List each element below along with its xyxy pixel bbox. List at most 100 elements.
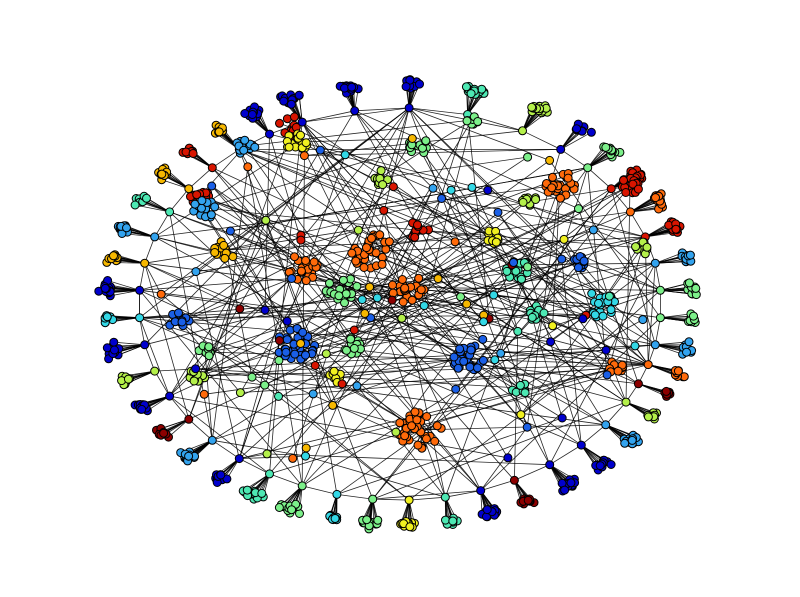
graph-node [583, 163, 593, 173]
graph-edge [351, 107, 410, 346]
graph-node [466, 89, 476, 99]
graph-node [631, 242, 641, 252]
graph-node [347, 248, 357, 258]
graph-node [207, 163, 217, 173]
graph-edge [419, 229, 584, 320]
graph-node [630, 341, 640, 351]
graph-node [573, 263, 583, 273]
graph-node [548, 321, 558, 331]
graph-edge [240, 107, 410, 393]
graph-node [219, 240, 229, 250]
graph-node [415, 79, 424, 89]
graph-edge [239, 458, 270, 475]
graph-node [328, 400, 338, 410]
graph-node [684, 278, 694, 288]
graph-node [557, 413, 567, 423]
graph-node [579, 256, 589, 266]
graph-edge [409, 496, 446, 501]
graph-node [620, 438, 630, 448]
graph-node [360, 309, 370, 318]
graph-edge [655, 344, 683, 355]
graph-node [557, 254, 567, 264]
graph-node [165, 391, 175, 401]
graph-edge [354, 107, 410, 112]
graph-node [189, 376, 199, 386]
graph-edge [160, 418, 189, 429]
graph-node [601, 420, 611, 430]
graph-edge [144, 262, 583, 320]
graph-node [556, 144, 566, 154]
graph-edge [332, 237, 493, 406]
graph-node [388, 280, 397, 290]
graph-edge [266, 453, 550, 466]
graph-edge [197, 364, 649, 377]
graph-node [578, 314, 588, 324]
graph-node [601, 142, 611, 152]
graph-edge [517, 269, 643, 320]
graph-edge [204, 207, 493, 239]
graph-node [308, 389, 318, 399]
graph-edge [139, 317, 397, 433]
graph-node [503, 453, 513, 463]
graph-node [404, 495, 414, 505]
graph-nodes [94, 75, 701, 534]
graph-node [545, 460, 555, 470]
graph-node [287, 274, 297, 283]
graph-node [413, 440, 423, 450]
graph-edge [169, 211, 370, 288]
graph-node [606, 305, 616, 315]
graph-node [301, 138, 311, 148]
graph-node [523, 262, 533, 272]
graph-node [602, 370, 612, 380]
graph-edge [514, 331, 519, 481]
graph-edge [647, 263, 656, 365]
graph-edge [247, 473, 270, 491]
graph-node [286, 99, 296, 109]
graph-node [455, 344, 465, 354]
graph-edge [126, 227, 155, 238]
graph-edge [301, 121, 482, 491]
graph-edge [408, 107, 562, 260]
graph-node [661, 386, 671, 396]
graph-node [297, 481, 307, 491]
graph-node [548, 172, 557, 182]
graph-node [416, 285, 426, 295]
graph-edge [204, 351, 213, 441]
graph-edge [305, 455, 446, 498]
graph-edge [110, 289, 140, 293]
graph-node [643, 360, 653, 370]
graph-node [502, 266, 512, 276]
graph-edge [211, 166, 249, 441]
graph-node [247, 372, 257, 382]
graph-node [372, 293, 382, 303]
graph-edge [269, 318, 403, 475]
graph-node [109, 345, 119, 355]
graph-node [453, 363, 463, 373]
graph-edge [372, 401, 627, 500]
graph-edge [225, 249, 253, 378]
graph-edge [520, 290, 661, 415]
graph-node [450, 237, 460, 247]
graph-node [329, 366, 339, 376]
graph-node [643, 412, 653, 422]
graph-edge [110, 289, 140, 297]
graph-edge [278, 261, 581, 361]
graph-node [473, 117, 483, 126]
graph-node [509, 475, 519, 485]
graph-edge [169, 211, 484, 323]
graph-node [606, 184, 616, 194]
graph-node [633, 379, 643, 389]
graph-edge [204, 145, 419, 209]
graph-edge [139, 317, 170, 397]
graph-edge [197, 375, 265, 386]
graph-node [467, 182, 477, 192]
graph-node [225, 226, 235, 236]
graph-node [350, 106, 360, 116]
graph-node [321, 349, 331, 359]
graph-node [407, 134, 417, 143]
graph-edge [654, 317, 661, 345]
graph-node [290, 349, 300, 359]
graph-node [388, 182, 398, 192]
graph-edge [610, 188, 656, 345]
